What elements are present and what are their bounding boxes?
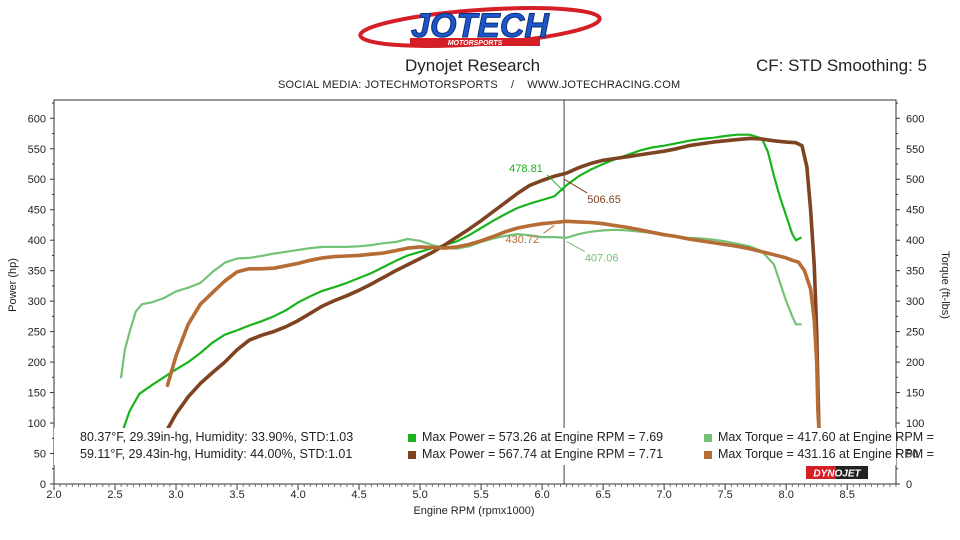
x-tick-label: 2.0 [46,489,61,501]
annotation-label: 407.06 [585,253,619,265]
y-tick-label-left: 50 [34,449,46,461]
y-tick-label-left: 150 [28,388,46,400]
y-axis-label-left: Power (hp) [7,258,19,312]
x-tick-label: 4.0 [290,489,305,501]
y-tick-label-left: 250 [28,327,46,339]
x-tick-label: 6.0 [534,489,549,501]
y-tick-label-right: 0 [906,479,912,491]
run1-max-torque: Max Torque = 417.60 at Engine RPM = [718,430,934,444]
svg-text:DYNOJET: DYNOJET [813,469,861,480]
run1-torque-swatch [704,434,712,442]
x-tick-label: 5.5 [473,489,488,501]
y-tick-label-right: 450 [906,205,924,217]
annotation-leader [563,178,588,194]
series-torque_run1 [120,228,802,379]
run2-max-power: Max Power = 567.74 at Engine RPM = 7.71 [422,447,664,461]
legend: 80.37°F, 29.39in-hg, Humidity: 33.90%, S… [54,428,934,465]
axes: 0 0 50 50 100 100 150 150 200 200 250 250 300 300 350 3… [28,99,924,501]
run1-power-swatch [408,434,416,442]
x-tick-label: 4.5 [351,489,366,501]
x-tick-label: 8.5 [840,489,855,501]
annotation-label: 478.81 [509,163,543,175]
dynojet-logo: DYNOJET [806,466,868,479]
x-axis-label: Engine RPM (rpmx1000) [413,505,534,517]
run2-power-swatch [408,451,416,459]
y-tick-label-left: 0 [40,479,46,491]
y-tick-label-right: 600 [906,113,924,125]
y-tick-label-right: 400 [906,235,924,247]
annotations: 478.81 506.65 430.72 407.06 [506,163,621,265]
series-power_run1 [120,133,802,437]
y-tick-label-left: 300 [28,296,46,308]
y-tick-label-left: 450 [28,205,46,217]
annotation-leader [566,240,586,252]
x-tick-label: 8.0 [779,489,794,501]
annotation-label: 430.72 [506,234,540,246]
y-tick-label-left: 600 [28,113,46,125]
chart-title: Dynojet Research [405,56,541,75]
social-media-subtitle: SOCIAL MEDIA: JOTECHMOTORSPORTS / WWW.JO… [278,79,681,91]
annotation-leader [546,174,565,192]
x-tick-label: 7.0 [656,489,671,501]
y-tick-label-left: 500 [28,174,46,186]
y-tick-label-right: 300 [906,296,924,308]
run2-max-torque: Max Torque = 431.16 at Engine RPM = [718,447,934,461]
y-tick-label-right: 50 [906,449,918,461]
svg-text:MOTORSPORTS: MOTORSPORTS [448,40,503,47]
y-tick-label-right: 350 [906,266,924,278]
y-axis-label-right: Torque (ft-lbs) [939,251,951,319]
y-tick-label-left: 100 [28,418,46,430]
y-tick-label-left: 550 [28,144,46,156]
y-tick-label-right: 150 [906,388,924,400]
y-tick-label-right: 100 [906,418,924,430]
series-power_run2 [165,136,821,437]
series-torque_run2 [165,219,821,434]
run2-torque-swatch [704,451,712,459]
y-tick-label-left: 350 [28,266,46,278]
series-layer [120,133,821,437]
y-tick-label-right: 500 [906,174,924,186]
run1-conditions: 80.37°F, 29.39in-hg, Humidity: 33.90%, S… [80,430,354,444]
x-tick-label: 7.5 [718,489,733,501]
x-tick-label: 5.0 [412,489,427,501]
y-tick-label-right: 200 [906,357,924,369]
y-tick-label-left: 200 [28,357,46,369]
x-tick-label: 6.5 [595,489,610,501]
annotation-leader [543,225,555,234]
y-tick-label-right: 550 [906,144,924,156]
run2-conditions: 59.11°F, 29.43in-hg, Humidity: 44.00%, S… [80,447,353,461]
x-tick-label: 3.5 [229,489,244,501]
annotation-label: 506.65 [587,194,621,206]
run1-max-power: Max Power = 573.26 at Engine RPM = 7.69 [422,430,664,444]
y-tick-label-right: 250 [906,327,924,339]
correction-factor-text: CF: STD Smoothing: 5 [756,56,928,75]
y-tick-label-left: 400 [28,235,46,247]
jotech-logo: JOTECH MOTORSPORTS [358,6,602,48]
x-tick-label: 2.5 [107,489,122,501]
x-tick-label: 3.0 [168,489,183,501]
